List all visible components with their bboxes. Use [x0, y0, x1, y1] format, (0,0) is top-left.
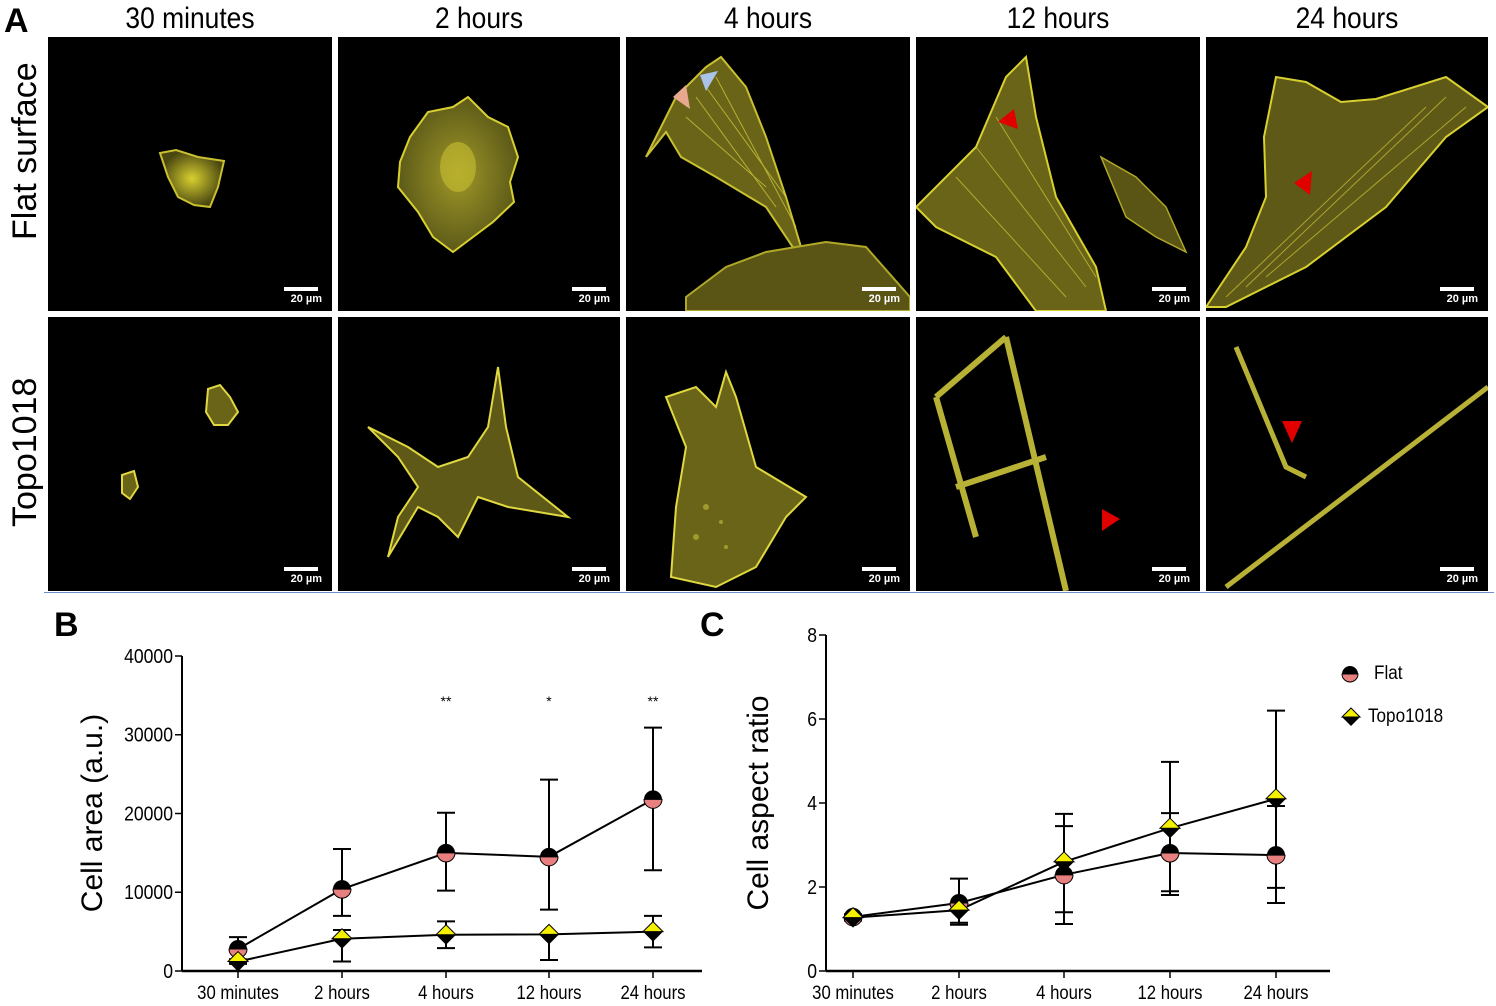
cell-blob-icon	[396, 95, 520, 254]
red-arrowhead-icon	[998, 109, 1018, 129]
column-title-30-minutes: 30 minutes	[125, 2, 255, 35]
scale-bar: 20 µm	[1130, 287, 1190, 305]
scale-bar: 20 µm	[550, 287, 610, 305]
scale-bar: 20 µm	[1418, 287, 1478, 305]
cell-branched-icon	[1224, 346, 1488, 589]
svg-text:0: 0	[807, 960, 817, 982]
svg-text:4: 4	[807, 792, 817, 814]
micrograph-flat-30min: 20 µm	[48, 37, 332, 311]
panel-b-letter: B	[54, 606, 79, 644]
column-title-2-hours: 2 hours	[434, 2, 524, 35]
scale-bar: 20 µm	[840, 287, 900, 305]
svg-text:40000: 40000	[124, 645, 173, 667]
divider	[44, 592, 1494, 593]
legend-label-flat: Flat	[1374, 663, 1403, 684]
svg-text:*: *	[546, 693, 552, 709]
svg-text:30000: 30000	[124, 724, 173, 746]
scale-bar: 20 µm	[1130, 567, 1190, 585]
svg-text:12 hours: 12 hours	[1138, 982, 1203, 1003]
micrograph-topo-12h: 20 µm	[916, 317, 1200, 591]
column-title-12-hours: 12 hours	[1006, 2, 1110, 35]
svg-text:Cell area (a.u.): Cell area (a.u.)	[76, 714, 109, 912]
svg-text:10000: 10000	[124, 881, 173, 903]
cell-branched-icon	[367, 366, 572, 558]
micrograph-flat-2h: 20 µm	[338, 37, 620, 311]
panel-c-letter: C	[700, 606, 725, 644]
topo-marker-icon	[1340, 707, 1362, 726]
cell-spread-icon	[916, 54, 1188, 311]
cell-spread-icon	[645, 55, 910, 311]
scale-bar: 20 µm	[1418, 567, 1478, 585]
micrograph-topo-4h: 20 µm	[626, 317, 910, 591]
red-arrowhead-icon	[1294, 171, 1312, 195]
svg-text:30 minutes: 30 minutes	[812, 982, 894, 1003]
scale-bar: 20 µm	[550, 567, 610, 585]
scale-bar: 20 µm	[840, 567, 900, 585]
column-title-4-hours: 4 hours	[723, 2, 813, 35]
micrograph-flat-24h: 20 µm	[1206, 37, 1488, 311]
cell-branched-icon	[664, 368, 808, 589]
cell-area-chart: 0 10000 20000 30000 40000 30 minutes 2 hours 4 …	[76, 645, 702, 1003]
micrograph-topo-24h: 20 µm	[1206, 317, 1488, 591]
micrograph-topo-2h: 20 µm	[338, 317, 620, 591]
svg-text:30 minutes: 30 minutes	[197, 982, 279, 1003]
legend-label-topo1018: Topo1018	[1368, 706, 1444, 727]
svg-text:12 hours: 12 hours	[517, 982, 582, 1003]
red-arrowhead-icon	[1282, 421, 1302, 443]
cell-blob-icon	[121, 383, 240, 501]
svg-text:4 hours: 4 hours	[418, 982, 474, 1003]
svg-text:0: 0	[163, 960, 173, 982]
micrograph-flat-12h: 20 µm	[916, 37, 1200, 311]
scale-bar: 20 µm	[262, 287, 322, 305]
svg-text:8: 8	[807, 624, 817, 646]
cell-branched-icon	[933, 334, 1120, 591]
flat-marker-icon	[1341, 666, 1359, 683]
row-label-flat-surface: Flat surface	[6, 62, 44, 240]
row-label-topo1018: Topo1018	[6, 377, 44, 527]
panel-a-letter: A	[4, 2, 29, 40]
legend: Flat Topo1018	[1340, 660, 1490, 740]
svg-text:24 hours: 24 hours	[621, 982, 686, 1003]
svg-text:2 hours: 2 hours	[931, 982, 987, 1003]
svg-text:2: 2	[807, 876, 817, 898]
red-arrowhead-icon	[1102, 509, 1120, 531]
svg-text:**: **	[441, 693, 452, 709]
blue-arrowhead-icon	[700, 71, 718, 91]
svg-text:**: **	[648, 693, 659, 709]
svg-text:6: 6	[807, 708, 817, 730]
cell-blob-icon	[158, 148, 226, 209]
micrograph-flat-4h: 20 µm	[626, 37, 910, 311]
svg-text:20000: 20000	[124, 802, 173, 824]
column-title-24-hours: 24 hours	[1295, 2, 1399, 35]
svg-text:2 hours: 2 hours	[314, 982, 370, 1003]
cell-spread-icon	[1206, 75, 1488, 308]
aspect-ratio-chart: 0 2 4 6 8 30 minutes 2 hours 4 hours 12 hours 24 …	[742, 624, 1330, 1003]
svg-text:24 hours: 24 hours	[1244, 982, 1309, 1003]
scale-bar: 20 µm	[262, 567, 322, 585]
svg-text:Cell aspect ratio: Cell aspect ratio	[742, 695, 775, 910]
peach-arrowhead-icon	[673, 85, 690, 109]
micrograph-topo-30min: 20 µm	[48, 317, 332, 591]
svg-text:4 hours: 4 hours	[1036, 982, 1092, 1003]
